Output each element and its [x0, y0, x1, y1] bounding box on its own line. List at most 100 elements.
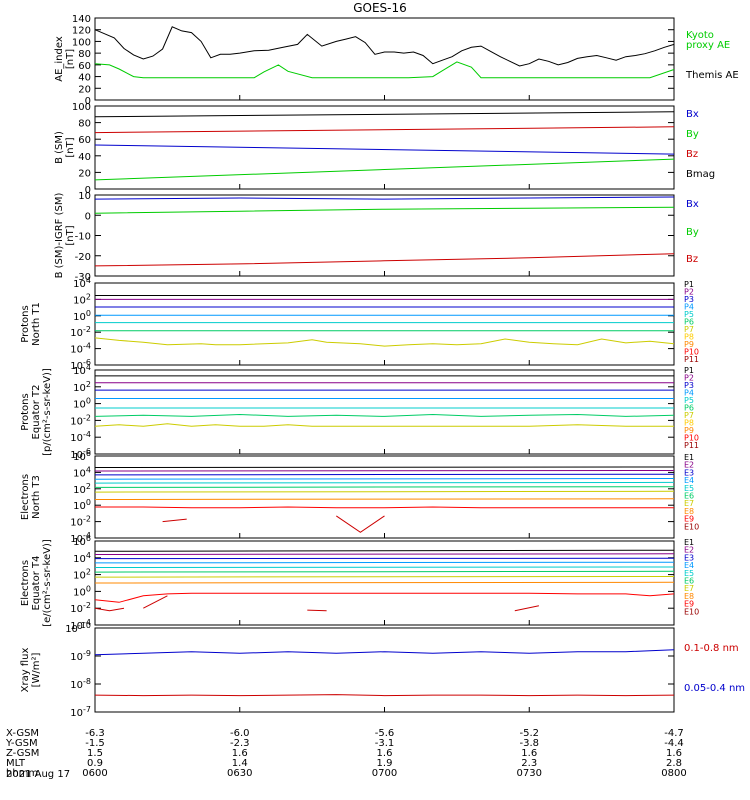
y-tick-label: 100 — [72, 102, 91, 113]
x-tick-label: -1.5 — [85, 738, 105, 749]
y-axis-label: Xray flux — [20, 648, 31, 693]
legend-entry: E1 — [684, 538, 694, 547]
y-tick-label: 102 — [73, 380, 91, 394]
legend-entry: P9 — [684, 426, 694, 435]
legend-entry: P3 — [684, 381, 694, 390]
y-tick-label: 104 — [73, 276, 91, 290]
series-line-kyoto-proxy-ae — [94, 61, 675, 79]
series-line-bmag — [94, 111, 675, 118]
series-line-bz — [94, 253, 675, 267]
legend-entry: P11 — [684, 355, 699, 364]
y-tick-label: 60 — [78, 61, 91, 72]
y-axis-label: Equator T4 — [31, 556, 42, 611]
y-tick-label: 120 — [72, 26, 91, 37]
x-tick-label: -5.2 — [519, 728, 539, 739]
y-tick-label: 140 — [72, 14, 91, 25]
x-tick-label: 0730 — [517, 768, 542, 779]
date-label: 2021 Aug 17 — [6, 769, 70, 780]
y-tick-label: -30 — [75, 272, 91, 283]
legend-entry: E6 — [684, 492, 694, 501]
y-tick-label: 0 — [85, 211, 91, 222]
legend-entry: E7 — [684, 584, 694, 593]
x-axis-row-label: Y-GSM — [5, 738, 38, 749]
y-tick-label: 40 — [78, 152, 91, 163]
legend-entry: P5 — [684, 310, 694, 319]
y-tick-label: -20 — [75, 252, 91, 263]
legend-entry: E4 — [684, 561, 694, 570]
legend-entry: Themis AE — [685, 70, 739, 81]
y-tick-label: 100 — [73, 309, 91, 323]
legend-entry: Bz — [686, 149, 698, 160]
legend-entry: P2 — [684, 374, 694, 383]
y-tick-label: 10-10 — [65, 621, 91, 635]
x-tick-label: 2.8 — [666, 758, 682, 769]
legend-entry: P4 — [684, 389, 694, 398]
x-axis-row-label: Z-GSM — [6, 748, 39, 759]
series-line-by — [94, 206, 675, 214]
series-line-e2 — [94, 553, 675, 555]
series-line-bx — [94, 144, 675, 155]
legend-entry: P10 — [684, 348, 699, 357]
legend-entry: P6 — [684, 404, 694, 413]
x-tick-label: 0630 — [227, 768, 252, 779]
y-tick-label: 20 — [78, 168, 91, 179]
y-tick-label: 10-7 — [70, 705, 91, 719]
legend-entry: Bmag — [686, 169, 715, 180]
x-axis-row-label: MLT — [6, 758, 26, 769]
series-line-themis-ae — [94, 26, 675, 67]
legend-entry: E2 — [684, 546, 694, 555]
series-line-e7 — [94, 576, 675, 578]
x-tick-label: -2.3 — [230, 738, 250, 749]
y-tick-label: 100 — [73, 498, 91, 512]
y-tick-label: 0 — [85, 185, 91, 196]
y-tick-label: 0 — [85, 96, 91, 107]
panel-frame — [94, 627, 675, 713]
legend-entry: E5 — [684, 569, 694, 578]
legend-entry: E1 — [684, 453, 694, 462]
x-tick-label: -3.1 — [375, 738, 395, 749]
series-line-e5 — [94, 566, 675, 568]
series-segment — [514, 605, 540, 612]
y-axis-label: [nT] — [65, 137, 76, 157]
y-tick-label: 104 — [73, 551, 91, 565]
panel-frame — [94, 194, 675, 277]
panel-frame — [94, 455, 675, 539]
y-tick-label: 106 — [73, 449, 91, 463]
y-axis-label: AE_index — [54, 36, 65, 82]
y-axis-label: [nT] — [65, 225, 76, 245]
legend-entry: P11 — [684, 441, 699, 450]
legend-entry: E6 — [684, 577, 694, 586]
x-tick-label: -6.3 — [85, 728, 105, 739]
y-tick-label: 102 — [73, 482, 91, 496]
legend-entry: P1 — [684, 280, 694, 289]
panel-frame — [94, 17, 675, 101]
x-tick-label: 1.6 — [377, 748, 393, 759]
legend-entry: E3 — [684, 553, 694, 562]
y-tick-label: 80 — [78, 119, 91, 130]
legend-entry: Kyoto — [686, 30, 714, 41]
series-line-0-1-0-8-nm — [94, 694, 675, 697]
panel-3: -30 -20 -10 0 10 B (SM)-IGRF (SM) [nT] Bx By Bz — [54, 191, 699, 283]
y-tick-label: 10-2 — [70, 515, 91, 529]
y-axis-label: B (SM)-IGRF (SM) — [54, 193, 65, 279]
x-tick-label: 1.9 — [377, 758, 393, 769]
y-axis-label: [p/(cm²-s-sr-keV)] — [42, 368, 53, 456]
plot-title: GOES-16 — [353, 1, 407, 15]
series-segment — [162, 518, 187, 523]
x-tick-label: 0700 — [372, 768, 397, 779]
y-axis-label: Protons — [20, 393, 31, 430]
series-line-p7 — [94, 423, 674, 427]
legend-entry: P6 — [684, 318, 694, 327]
y-axis-label: Electrons — [20, 474, 31, 520]
series-line-e7 — [94, 490, 675, 493]
y-tick-label: 104 — [73, 465, 91, 479]
y-tick-label: 100 — [72, 37, 91, 48]
series-segment — [336, 515, 385, 533]
series-segment — [94, 607, 125, 612]
legend-entry: 0.05-0.4 nm — [684, 683, 745, 694]
x-tick-label: 0800 — [661, 768, 686, 779]
y-tick-label: 40 — [78, 73, 91, 84]
